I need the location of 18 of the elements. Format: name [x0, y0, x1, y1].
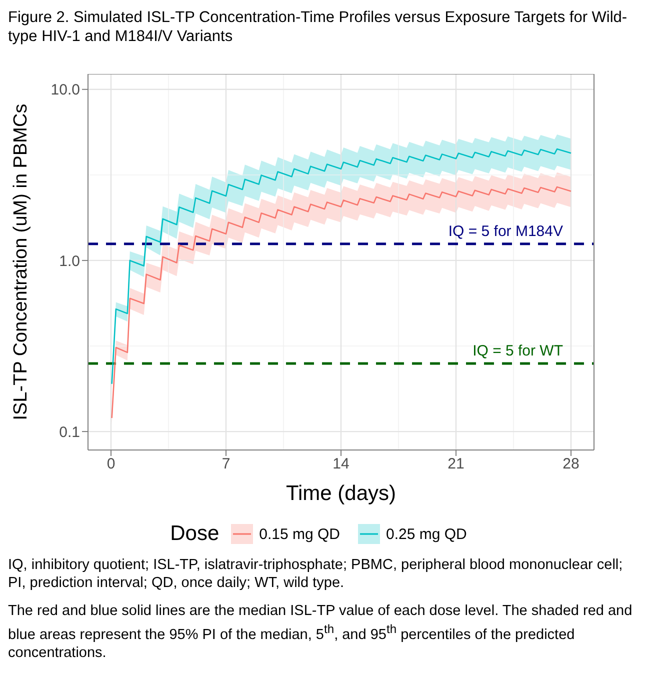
x-tick-label: 7	[222, 456, 230, 473]
annotation: IQ = 5 for WT	[472, 342, 563, 360]
legend-label: 0.25 mg QD	[386, 526, 467, 542]
chart-title: Figure 2. Simulated ISL-TP Concentration-Time Profiles versus Exposure Targets for Wild-type HIV-1 and M184I/V Variants	[8, 8, 628, 46]
text: The red and blue solid lines are the median ISL-TP value of each dose level. The shaded red and blue areas represent the 95% PI of the median, 5$^{th}$, and 95$^{th}$ percentiles of the predicted concentrations.	[8, 603, 632, 661]
y-tick-label: 10.0	[50, 82, 80, 99]
legend-label: 0.15 mg QD	[259, 526, 340, 542]
text: IQ, inhibitory quotient; ISL-TP, islatravir-triphosphate; PBMC, peripheral blood mononuclear cell; PI, prediction interval; QD, once daily; WT, wild type.	[8, 556, 624, 592]
y-tick-label: 0.1	[59, 424, 80, 441]
x-tick-label: 21	[448, 456, 464, 473]
y-tick-label: 1.0	[59, 252, 80, 270]
x-tick-label: 0	[106, 456, 116, 473]
x-tick-label: 28	[562, 456, 580, 473]
annotation: IQ = 5 for M184V	[448, 222, 563, 240]
x-tick-label: 14	[332, 456, 350, 473]
x-axis-title: Time (days)	[286, 482, 396, 505]
y-axis-title: ISL-TP Concentration (uM) in PBMCs	[10, 104, 32, 420]
legend-title: Dose	[170, 522, 220, 546]
